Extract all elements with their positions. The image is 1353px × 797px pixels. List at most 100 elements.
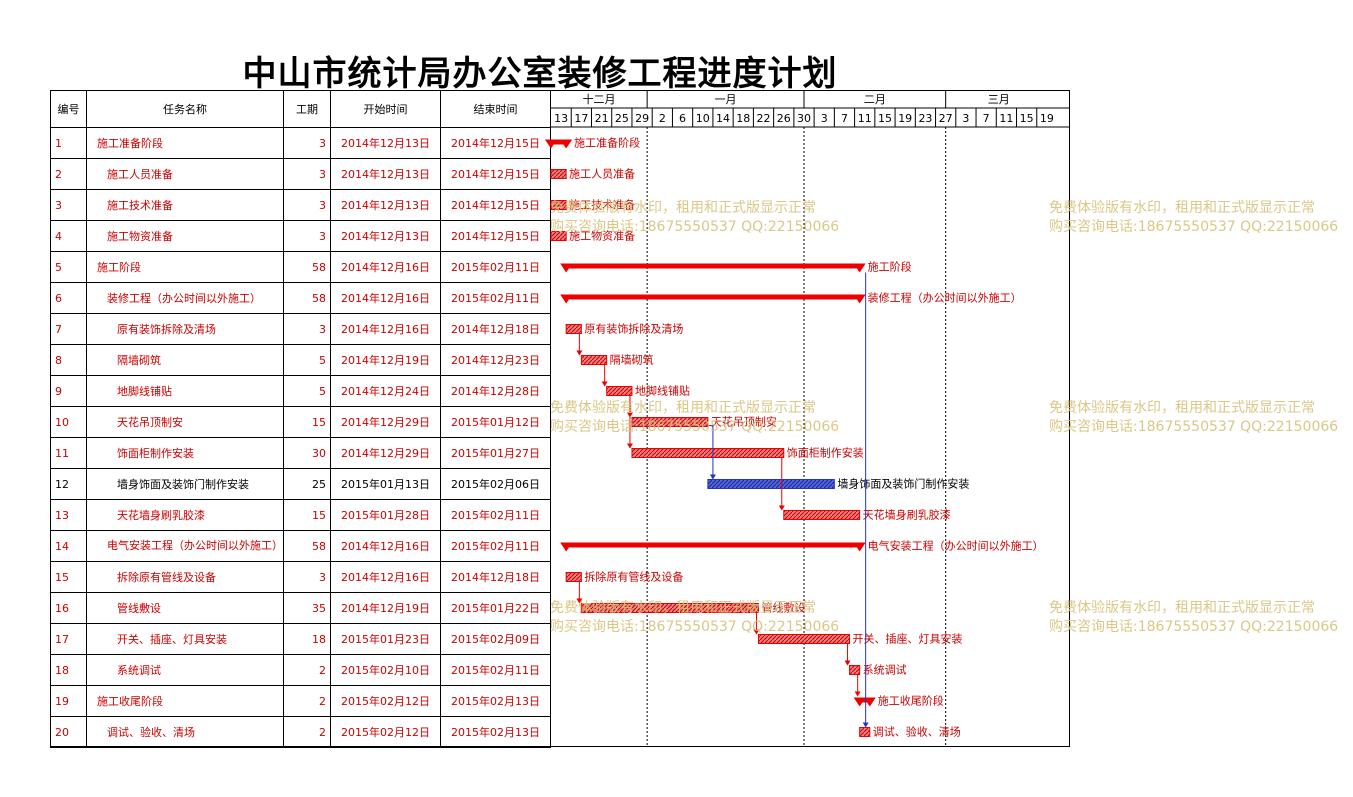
bar-label: 施工人员准备 bbox=[569, 167, 635, 181]
watermark-line1: 免费体验版有水印，租用和正式版显示正常 bbox=[1049, 600, 1315, 616]
summary-bar bbox=[566, 542, 860, 548]
day-tick-label: 6 bbox=[679, 112, 686, 125]
dependency-arrowhead bbox=[576, 598, 583, 604]
task-bar bbox=[859, 727, 871, 737]
summary-start-marker bbox=[853, 697, 866, 707]
summary-start-marker bbox=[560, 542, 573, 552]
task-end: 2015年02月13日 bbox=[440, 716, 551, 748]
task-duration: 3 bbox=[283, 220, 331, 252]
task-id: 7 bbox=[50, 313, 87, 345]
task-name: 施工物资准备 bbox=[86, 220, 284, 252]
task-bar bbox=[580, 355, 608, 365]
table-row: 18 系统调试 2 2015年02月10日 2015年02月11日 bbox=[50, 654, 551, 686]
task-name: 施工准备阶段 bbox=[86, 127, 284, 159]
task-bar bbox=[550, 200, 567, 210]
summary-end-marker bbox=[853, 294, 866, 304]
bar-label: 拆除原有管线及设备 bbox=[584, 570, 683, 584]
day-tick-label: 27 bbox=[939, 112, 953, 125]
table-row: 7 原有装饰拆除及清场 3 2014年12月16日 2014年12月18日 bbox=[50, 313, 551, 345]
task-start: 2014年12月13日 bbox=[330, 158, 441, 190]
task-start: 2014年12月24日 bbox=[330, 375, 441, 407]
table-row: 6 装修工程（办公时间以外施工） 58 2014年12月16日 2015年02月11日 bbox=[50, 282, 551, 314]
task-end: 2015年02月06日 bbox=[440, 468, 551, 500]
task-end: 2014年12月23日 bbox=[440, 344, 551, 376]
day-tick-label: 23 bbox=[918, 112, 932, 125]
task-duration: 3 bbox=[283, 313, 331, 345]
day-tick-label: 11 bbox=[858, 112, 872, 125]
summary-start-marker bbox=[560, 294, 573, 304]
task-name: 系统调试 bbox=[86, 654, 284, 686]
table-row: 4 施工物资准备 3 2014年12月13日 2014年12月15日 bbox=[50, 220, 551, 252]
bar-label: 施工技术准备 bbox=[569, 198, 635, 212]
watermark: 免费体验版有水印，租用和正式版显示正常 购买咨询电话:18675550537 Q… bbox=[550, 199, 839, 237]
summary-bar bbox=[566, 263, 860, 269]
bar-label: 施工收尾阶段 bbox=[878, 694, 944, 708]
dependency-arrowhead bbox=[778, 505, 785, 511]
task-bar bbox=[550, 169, 567, 179]
day-tick-label: 15 bbox=[1020, 112, 1034, 125]
day-tick-label: 17 bbox=[574, 112, 588, 125]
task-end: 2015年02月11日 bbox=[440, 654, 551, 686]
table-row: 10 天花吊顶制安 15 2014年12月29日 2015年01月12日 bbox=[50, 406, 551, 438]
task-bar bbox=[565, 324, 582, 334]
dependency-arrowhead bbox=[576, 350, 583, 356]
watermark: 免费体验版有水印，租用和正式版显示正常 购买咨询电话:18675550537 Q… bbox=[550, 599, 839, 637]
task-bar bbox=[783, 510, 861, 520]
bar-label: 地脚线铺贴 bbox=[635, 384, 690, 398]
bar-label: 隔墙砌筑 bbox=[610, 353, 654, 367]
task-start: 2015年01月28日 bbox=[330, 499, 441, 531]
task-end: 2014年12月15日 bbox=[440, 127, 551, 159]
task-name: 开关、插座、灯具安装 bbox=[86, 623, 284, 655]
summary-end-marker bbox=[853, 542, 866, 552]
task-duration: 35 bbox=[283, 592, 331, 624]
task-id: 6 bbox=[50, 282, 87, 314]
task-duration: 15 bbox=[283, 406, 331, 438]
day-tick-label: 22 bbox=[757, 112, 771, 125]
dependency-arrowhead bbox=[854, 691, 861, 697]
bar-label: 管线敷设 bbox=[761, 601, 805, 615]
task-bar bbox=[849, 665, 861, 675]
task-name: 调试、验收、清场 bbox=[86, 716, 284, 748]
header-end: 结束时间 bbox=[440, 90, 551, 128]
task-bar bbox=[580, 603, 759, 613]
table-row: 15 拆除原有管线及设备 3 2014年12月16日 2014年12月18日 bbox=[50, 561, 551, 593]
task-name: 装修工程（办公时间以外施工） bbox=[86, 282, 284, 314]
task-start: 2014年12月13日 bbox=[330, 189, 441, 221]
task-start: 2014年12月29日 bbox=[330, 406, 441, 438]
summary-start-marker bbox=[545, 139, 557, 149]
page-title: 中山市统计局办公室装修工程进度计划 bbox=[242, 54, 838, 94]
bar-label: 天花墙身刷乳胶漆 bbox=[863, 508, 951, 522]
table-row: 14 电气安装工程（办公时间以外施工） 58 2014年12月16日 2015年02月1… bbox=[50, 530, 551, 562]
bar-label: 系统调试 bbox=[863, 664, 907, 677]
month-label: 十二月 bbox=[583, 92, 616, 106]
watermark-line1: 免费体验版有水印，租用和正式版显示正常 bbox=[1049, 400, 1315, 416]
task-duration: 15 bbox=[283, 499, 331, 531]
watermark: 免费体验版有水印，租用和正式版显示正常 购买咨询电话:18675550537 Q… bbox=[1049, 399, 1338, 437]
task-start: 2015年01月13日 bbox=[330, 468, 441, 500]
bar-label: 墙身饰面及装饰门制作安装 bbox=[837, 477, 969, 491]
table-row: 20 调试、验收、清场 2 2015年02月12日 2015年02月13日 bbox=[50, 716, 551, 748]
task-table: 编号 任务名称 工期 开始时间 结束时间 1 施工准备阶段 3 2014年12月13日… bbox=[50, 90, 551, 748]
dependency-arrowhead bbox=[753, 629, 760, 635]
task-end: 2014年12月18日 bbox=[440, 313, 551, 345]
task-end: 2015年02月11日 bbox=[440, 499, 551, 531]
bar-label: 饰面柜制作安装 bbox=[787, 446, 864, 460]
day-tick-label: 19 bbox=[1040, 112, 1054, 125]
day-tick-label: 11 bbox=[999, 112, 1013, 125]
task-end: 2014年12月15日 bbox=[440, 220, 551, 252]
task-bar bbox=[565, 572, 582, 582]
summary-end-marker bbox=[863, 697, 876, 707]
day-tick-label: 3 bbox=[962, 112, 969, 125]
month-label: 一月 bbox=[715, 93, 737, 106]
day-tick-label: 18 bbox=[736, 112, 750, 125]
task-name: 天花吊顶制安 bbox=[86, 406, 284, 438]
task-duration: 18 bbox=[283, 623, 331, 655]
header-id: 编号 bbox=[50, 90, 87, 128]
task-end: 2015年01月27日 bbox=[440, 437, 551, 469]
task-duration: 58 bbox=[283, 530, 331, 562]
table-row: 19 施工收尾阶段 2 2015年02月12日 2015年02月13日 bbox=[50, 685, 551, 717]
watermark-line2: 购买咨询电话:18675550537 QQ:22150066 bbox=[1049, 619, 1339, 635]
task-start: 2014年12月16日 bbox=[330, 251, 441, 283]
day-tick-label: 10 bbox=[696, 112, 710, 125]
